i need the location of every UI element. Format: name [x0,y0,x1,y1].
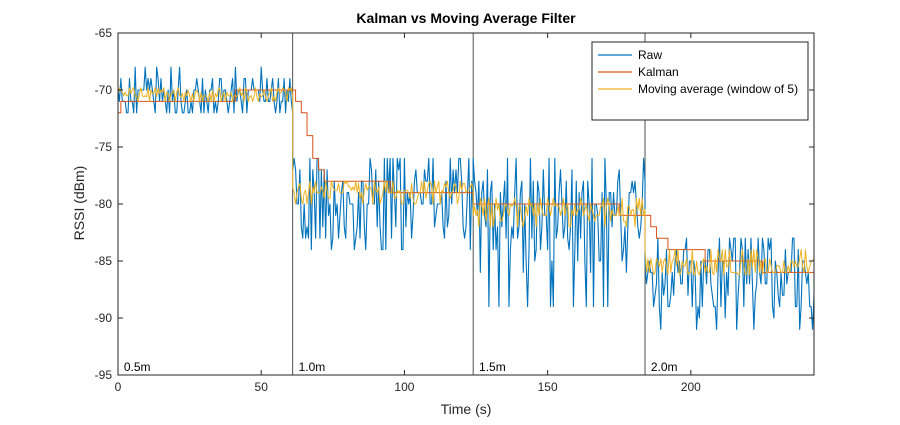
y-tick-label-3: -85 [95,254,113,268]
axes: 0 50 100 150 200 -95 -90 -85 -80 -75 -70 -65 [95,26,815,394]
series-line-3 [117,87,815,276]
x-axis-label: Time (s) [441,401,492,417]
annotation-3: 1.5m [479,360,506,374]
x-tick-label-3: 100 [394,380,414,394]
x-tick-label-5: 200 [681,380,701,394]
legend-label-1: Raw [638,48,662,62]
y-tick-label-6: -70 [95,83,113,97]
x-tick-label-1: 0 [115,380,122,394]
annotation-4: 2.0m [651,360,678,374]
annotation-2: 1.0m [299,360,326,374]
legend-label-2: Kalman [638,65,679,79]
y-tick-label-1: -95 [95,368,113,382]
legend: Raw Kalman Moving average (window of 5) [591,41,809,121]
y-tick-label-2: -90 [95,311,113,325]
legend-label-3: Moving average (window of 5) [638,82,798,96]
chart-title: Kalman vs Moving Average Filter [356,10,576,26]
y-tick-label-4: -80 [95,197,113,211]
annotation-1: 0.5m [124,360,151,374]
y-tick-label-5: -75 [95,140,113,154]
series-layer [117,66,815,330]
annotations: 0.5m 1.0m 1.5m 2.0m [124,360,678,374]
y-axis-label: RSSI (dBm) [71,166,87,241]
series-line-1 [117,66,815,330]
x-tick-label-2: 50 [255,380,269,394]
series-line-2 [118,89,814,273]
x-tick-label-4: 150 [538,380,558,394]
legend-box [591,41,809,121]
y-tick-label-7: -65 [95,26,113,40]
